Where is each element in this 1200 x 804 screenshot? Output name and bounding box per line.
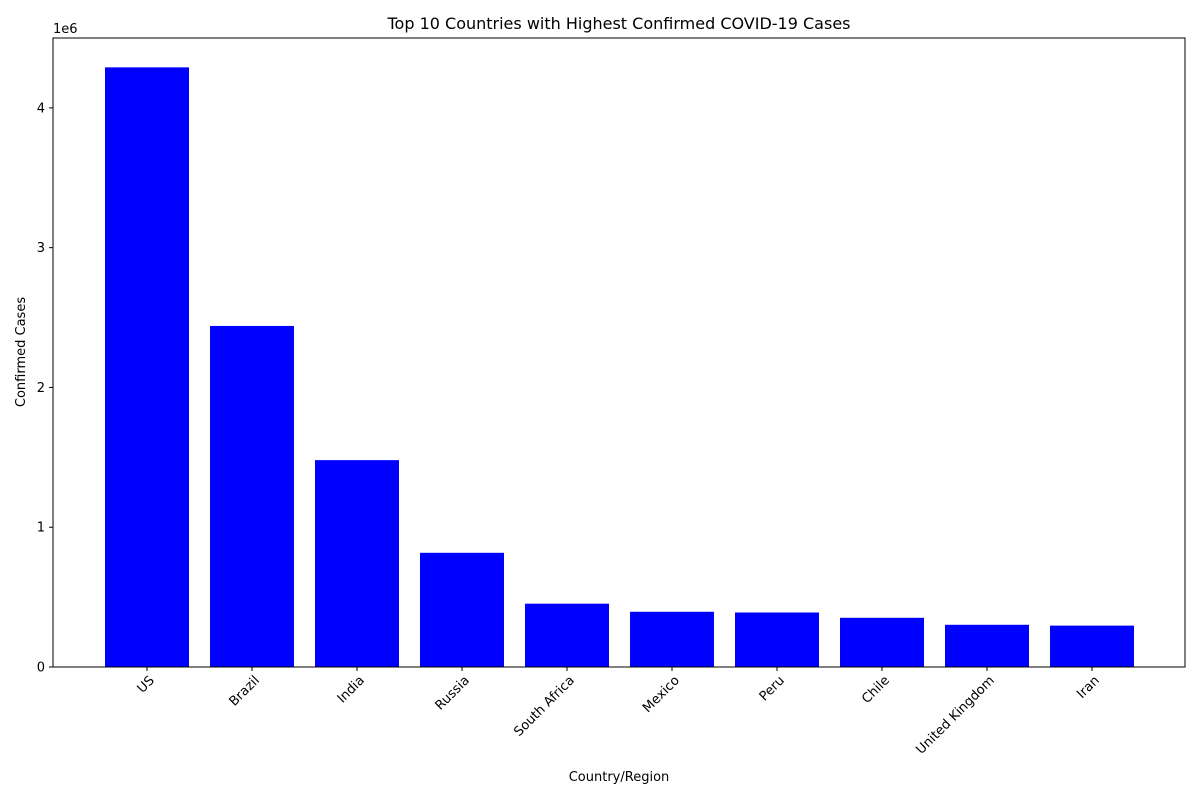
y-tick-label: 4 bbox=[37, 101, 45, 116]
x-tick-label: United Kingdom bbox=[913, 673, 997, 757]
bar-brazil bbox=[210, 325, 294, 667]
bar-united-kingdom bbox=[945, 624, 1029, 667]
bar-us bbox=[105, 67, 189, 667]
x-tick-label: Iran bbox=[1074, 673, 1103, 702]
y-tick-label: 0 bbox=[37, 661, 45, 676]
bar-iran bbox=[1050, 625, 1134, 667]
chart-title: Top 10 Countries with Highest Confirmed … bbox=[386, 14, 850, 33]
bar-russia bbox=[420, 552, 504, 667]
x-tick-label: Brazil bbox=[227, 673, 263, 709]
y-tick-label: 3 bbox=[37, 241, 45, 256]
x-tick-label: Mexico bbox=[640, 673, 683, 716]
x-tick-label: Chile bbox=[859, 673, 893, 707]
bars-layer bbox=[105, 67, 1134, 667]
y-axis-label: Confirmed Cases bbox=[14, 297, 29, 407]
bar-south-africa bbox=[525, 603, 609, 667]
bar-chile bbox=[840, 617, 924, 667]
y-tick-label: 1 bbox=[37, 521, 45, 536]
bar-mexico bbox=[630, 611, 714, 667]
plot-frame bbox=[52, 37, 1186, 668]
bar-india bbox=[315, 460, 399, 667]
x-tick-label: Peru bbox=[757, 673, 788, 704]
x-tick-label: India bbox=[335, 673, 368, 706]
bar-peru bbox=[735, 612, 819, 667]
x-tick-label: US bbox=[135, 673, 158, 696]
x-tick-label: Russia bbox=[433, 673, 473, 713]
y-axis-offset-label: 1e6 bbox=[53, 22, 78, 37]
x-tick-label: South Africa bbox=[511, 673, 577, 739]
x-axis-label: Country/Region bbox=[569, 770, 670, 785]
y-tick-label: 2 bbox=[37, 381, 45, 396]
